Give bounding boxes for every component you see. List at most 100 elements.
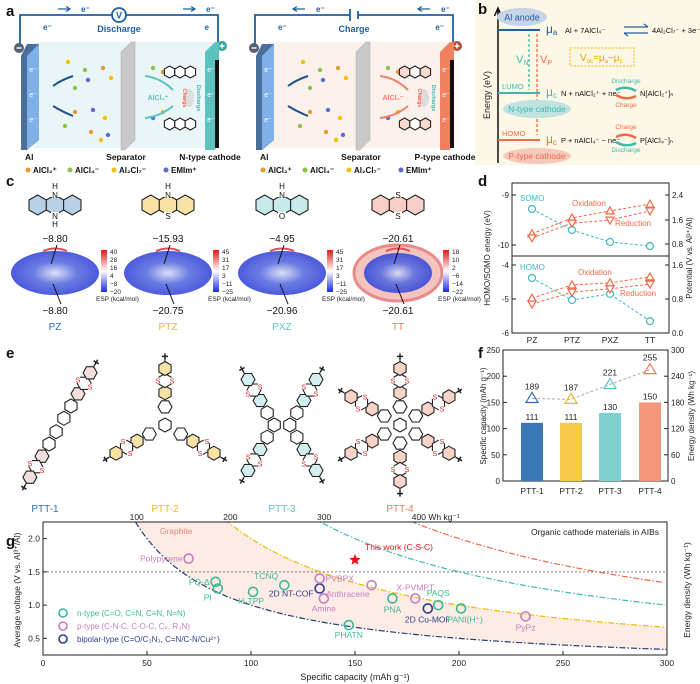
sulfur-mask [431,393,439,400]
core-benzene-ring [267,417,281,433]
sulfur-atom: S [28,461,33,468]
y2-tick-label: 240 [671,372,685,381]
series-label-reduction: Reduction [615,219,651,228]
core-benzene-ring [393,417,407,433]
thianthrene-center-ring [393,461,407,478]
thianthrene-ring [308,372,324,387]
y2-axis-label: Energy density (Wh kg⁻¹) [682,542,692,638]
bar-ptt-2 [560,422,582,481]
sulfur-mask [154,377,162,384]
phenyl-ring [42,436,56,452]
data-point-somo [605,237,615,247]
redox-arrow-icon [615,93,637,100]
data-point [387,593,398,604]
top-hydrogen: H [165,182,171,191]
ion-molecule-icon [335,65,341,71]
core-benzene-ring [49,424,63,440]
electron-label: e⁻ [43,23,52,32]
bar-value-label: 111 [526,412,539,422]
esp-unit-label: ESP (kcal/mol) [322,296,365,303]
ion-molecule-icon [317,67,323,73]
y-axis-label: Specific capacity (mAh g⁻¹) [479,367,488,464]
anode-reaction-left: Al + 7AlCl₄⁻ [565,26,605,35]
colorbar-tick: 2 [452,265,456,272]
data-point [212,583,224,594]
bottom-heteroatom: O [279,212,285,221]
legend-label: EMIm⁺ [406,166,432,175]
data-point [520,611,531,622]
sulfur-atom: S [302,384,307,391]
sulfur-atom: S [198,451,203,458]
ion-molecule-icon [297,123,303,129]
y2-tick-label: 0.0 [672,329,684,338]
polymer-end-cap [102,457,109,462]
thianthrene-ring [82,366,98,380]
esp-positive-region [42,247,68,252]
x-axis-label: Specific capacity (mAh g⁻¹) [300,672,409,682]
benzene-ring [163,65,176,79]
data-point-label: 2D NT-COF [269,589,314,599]
sulfur-atom: S [405,378,410,385]
data-point-reduction [604,285,616,295]
top-heteroatom: N [52,191,58,200]
ion-molecule-icon [325,107,331,113]
energy-density-marker [524,391,540,404]
esp-colorbar [101,250,107,292]
x-tick-label: PTT-3 [598,486,621,496]
data-point-label: Amine [312,603,336,613]
colorbar-tick: −25 [336,289,347,296]
thianthrene-center-ring [158,372,172,389]
electron-label: e⁻ [207,67,215,74]
subscript: a [605,59,609,65]
sulfur-atom: S [258,384,263,391]
sulfur-mask [389,466,397,473]
legend-species-icon [260,167,266,173]
energy-value-label: 221 [603,367,617,377]
y-tick-label: -6 [502,329,510,338]
y2-tick-label: 2.4 [672,191,684,200]
this-work-label: This work (C-S-C) [365,542,433,552]
data-point-reduction [526,234,538,244]
x-tick-label: 250 [556,658,570,668]
bottom-heteroatom: S [165,212,170,221]
electron-label: e⁻ [207,92,215,99]
bar-ptt-3 [599,412,621,481]
cathode-molecule [163,65,197,79]
battery-cell-left: Ve⁻ e⁻ e⁻ e Discharge e⁻ e⁻ e⁻ e⁻ e⁻ e⁻ AlCl₂⁺ Charg… [14,5,241,175]
redox-arrow-icon [615,140,637,147]
redox-swap-icon [419,89,429,107]
phenyl-ring [376,409,392,423]
plot-frame [502,349,669,482]
esp-colorbar [213,250,219,292]
panel-f: 0 50 100 150 200 250 0 60 120 180 240 300 111 111 130 1… [479,346,696,496]
x-tick-label: 300 [660,658,674,668]
data-point [318,593,330,604]
esp-bottom-value: −20.75 [153,306,184,317]
electron-label: e⁻ [206,5,215,14]
thianthrene-ring [130,433,144,449]
esp-bottom-value: −20.96 [267,306,298,317]
legend-marker [58,608,68,618]
energy-curve-label: 200 [223,512,237,522]
reversible-arrow-icon [623,23,649,37]
esp-pointer-arrow [52,283,62,305]
data-point-reduction [566,288,578,298]
legend-label: Al₂Cl₇⁻ [119,166,146,175]
esp-surface-map [364,253,432,293]
data-point-oxidation [644,271,656,281]
esp-unit-label: ESP (kcal/mol) [96,296,139,303]
subplot-lower: -4 -5 -6 1.6 0.8 0.0 HOMO Oxidation Reduction [502,261,684,338]
n-reaction: N + nAlCl₂⁺ + ne⁻ [561,89,621,98]
voltmeter-icon [111,7,127,23]
y2-axis-label: Energy density (Wh kg⁻¹) [687,371,696,461]
benzene-ring [398,117,411,131]
colorbar-tick: 40 [110,249,118,256]
benzene-ring [290,194,309,216]
sulfur-mask [26,459,34,467]
energy-value-label: 255 [643,353,657,363]
sulfur-mask [361,393,369,400]
anode-label: Al [25,152,34,162]
data-point-reduction [644,207,656,217]
y-tick-label: 100 [487,425,501,434]
sulfur-atom: S [205,439,210,446]
